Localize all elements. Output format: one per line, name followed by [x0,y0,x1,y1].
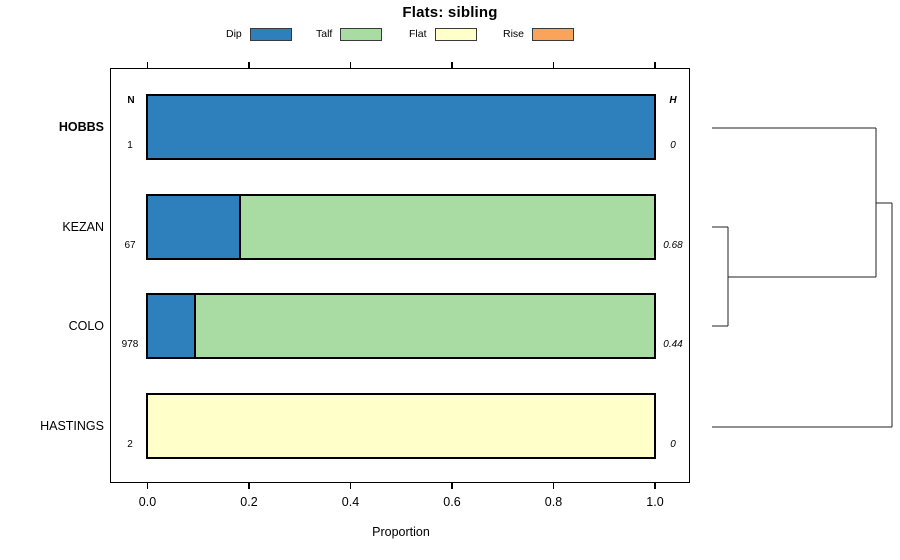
bar-row-hastings: HASTINGS 2 0 [0,393,900,459]
x-tick-top [248,62,250,68]
bar-segment-talf [239,196,654,258]
x-tick-label: 0.2 [240,495,258,509]
n-value-colo: 978 [121,339,139,350]
bar-kezan [146,194,656,260]
legend-swatch-dip [249,27,292,41]
legend-item-rise: Rise [503,26,575,42]
legend-swatch-flat [434,27,477,41]
x-tick-bottom [146,483,149,489]
legend-swatch-rise [532,27,575,41]
h-value-hobbs: 0 [670,140,676,151]
x-tick-top [654,62,656,68]
n-value-kezan: 67 [124,240,136,251]
bar-row-colo: COLO 978 0.44 [0,293,900,359]
x-tick-top [146,62,149,68]
h-column-header: H [669,95,677,106]
legend-item-dip: Dip [226,26,292,42]
x-tick-label: 0.4 [341,495,360,509]
legend-label-talf: Talf [316,28,333,40]
n-column-header: N [127,95,135,106]
n-value-hobbs: 1 [127,140,133,151]
h-value-colo: 0.44 [663,339,683,350]
x-tick-bottom [349,483,352,489]
bar-segment-flat [148,395,654,457]
legend-label-dip: Dip [226,28,242,40]
x-tick-top [552,62,555,68]
x-tick-label: 0.0 [138,495,157,509]
legend-label-rise: Rise [503,28,525,40]
x-tick-label: 0.8 [544,495,563,509]
legend-label-flat: Flat [409,28,427,40]
legend-item-talf: Talf [316,26,383,42]
bar-segment-dip [148,96,654,158]
bar-hastings [146,393,656,459]
legend-swatch-talf [340,27,383,41]
bar-row-kezan: KEZAN 67 0.68 [0,194,900,260]
x-tick-top [451,62,453,68]
x-tick-bottom [248,483,250,489]
row-label-hastings: HASTINGS [40,419,104,433]
bar-colo [146,293,656,359]
x-tick-label: 0.6 [443,495,461,509]
x-tick-bottom [654,483,656,489]
bar-row-hobbs: HOBBS 1 0 [0,94,900,160]
h-value-kezan: 0.68 [663,240,683,251]
n-value-hastings: 2 [127,439,133,450]
row-label-colo: COLO [68,319,104,333]
x-tick-label: 1.0 [646,495,664,509]
bar-segment-talf [193,295,654,357]
x-axis-title: Proportion [372,525,430,539]
bar-segment-dip [148,196,240,258]
bar-segment-dip [148,295,194,357]
chart-title: Flats: sibling [402,4,498,21]
bar-hobbs [146,94,656,160]
x-tick-bottom [552,483,555,489]
row-label-kezan: KEZAN [62,220,104,234]
legend-item-flat: Flat [409,26,477,42]
x-tick-top [349,62,352,68]
x-tick-bottom [451,483,453,489]
row-label-hobbs: HOBBS [58,120,104,134]
h-value-hastings: 0 [670,439,676,450]
